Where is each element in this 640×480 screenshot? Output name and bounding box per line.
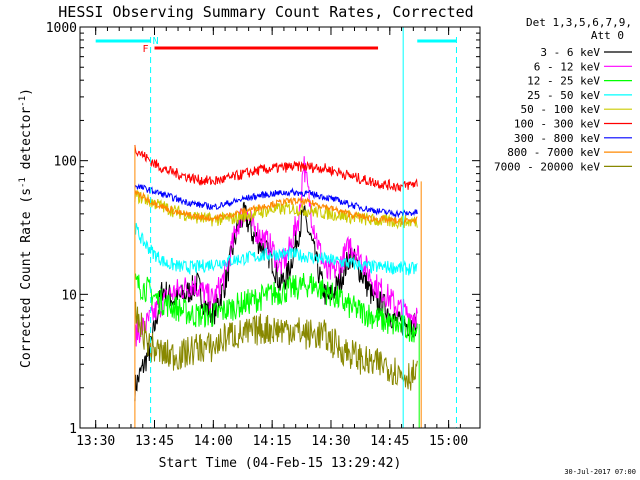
x-tick-label: 14:15 <box>253 434 292 449</box>
x-axis-label: Start Time (04-Feb-15 13:29:42) <box>159 456 402 471</box>
series-line <box>134 301 418 391</box>
x-tick-label: 14:30 <box>311 434 350 449</box>
axis-layer: 13:30 13:45 14:00 14:15 14:30 14:45 15:00 1 10 10… <box>46 21 480 449</box>
legend-header: Det 1,3,5,6,7,9, <box>526 16 632 29</box>
x-tick-label: 13:30 <box>76 434 115 449</box>
series-line <box>134 190 418 225</box>
legend-entry: 25 - 50 keV <box>527 89 600 102</box>
y-axis-label: Corrected Count Rate (s-1 detector-1) <box>18 88 34 368</box>
flag-label: N <box>153 36 159 47</box>
legend-entry: 3 - 6 keV <box>540 46 600 59</box>
x-tick-label: 13:45 <box>135 434 174 449</box>
x-tick-label: 14:00 <box>194 434 233 449</box>
series-layer <box>134 27 422 428</box>
flag-label: F <box>143 44 149 55</box>
series-line <box>134 183 418 219</box>
legend-entry: 6 - 12 keV <box>534 60 601 73</box>
series-line <box>134 201 418 402</box>
x-tick-label: 15:00 <box>429 434 468 449</box>
legend-entry: 800 - 7000 keV <box>507 146 600 159</box>
date-stamp: 30-Jul-2017 07:00 <box>564 468 636 476</box>
series-line <box>134 222 418 276</box>
series-line <box>134 272 418 343</box>
y-tick-label: 10 <box>61 288 77 303</box>
legend-entry: 100 - 300 keV <box>514 118 600 131</box>
legend-entry: 7000 - 20000 keV <box>494 160 600 173</box>
legend-entry: 12 - 25 keV <box>527 75 600 88</box>
series-line <box>134 144 418 193</box>
y-tick-label: 1000 <box>46 21 77 36</box>
legend-entry: 300 - 800 keV <box>514 132 600 145</box>
y-tick-label: 1 <box>69 422 77 437</box>
legend-header: Att 0 <box>591 29 624 42</box>
chart-title: HESSI Observing Summary Count Rates, Cor… <box>58 3 473 21</box>
x-tick-label: 14:45 <box>370 434 409 449</box>
y-tick-label: 100 <box>54 155 77 170</box>
plot-frame <box>79 26 481 429</box>
legend-entry: 50 - 100 keV <box>521 103 601 116</box>
